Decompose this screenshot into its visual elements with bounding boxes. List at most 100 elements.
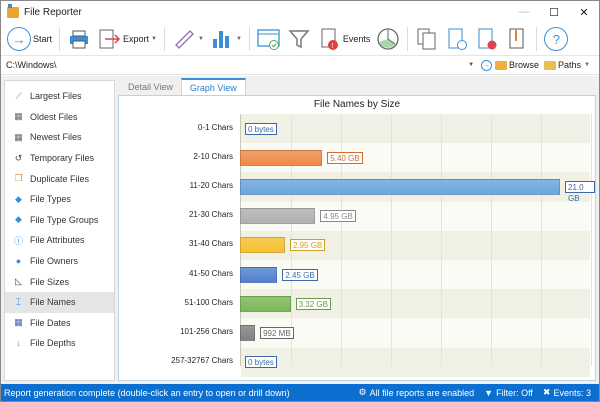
sidebar-item-largest-files[interactable]: ⟋ Largest Files: [5, 86, 114, 107]
print-button[interactable]: [65, 25, 93, 53]
sidebar-item-label: File Attributes: [30, 235, 85, 246]
sidebar-item-file-depths[interactable]: ↓ File Depths: [5, 333, 114, 354]
clock-icon: [376, 27, 400, 51]
y-axis-label: 11-20 Chars: [189, 181, 233, 190]
copy-button[interactable]: [413, 25, 441, 53]
sidebar-item-label: Newest Files: [30, 132, 82, 143]
filter-button[interactable]: [285, 25, 313, 53]
value-label: 21.0 GB: [565, 181, 595, 203]
close-button[interactable]: ✕: [579, 6, 589, 19]
sidebar-item-duplicate-files[interactable]: ❐ Duplicate Files: [5, 168, 114, 189]
events-icon: ✖: [542, 387, 551, 397]
chart-title: File Names by Size: [313, 99, 401, 110]
user-icon: ●: [15, 256, 22, 267]
bar[interactable]: [240, 266, 278, 283]
start-button[interactable]: → Start: [5, 25, 54, 53]
events-label: Events: [342, 34, 371, 44]
history-icon: ↺: [14, 152, 23, 163]
sidebar-item-label: Oldest Files: [30, 111, 78, 122]
bar[interactable]: [240, 208, 316, 225]
svg-text:!: !: [331, 43, 333, 50]
help-button[interactable]: ?: [542, 25, 570, 53]
bar[interactable]: [240, 149, 323, 166]
chart-dropdown[interactable]: ▼: [208, 25, 244, 53]
sidebar-item-file-names[interactable]: ⌶ File Names: [5, 291, 114, 313]
sidebar-item-newest-files[interactable]: ▦ Newest Files: [5, 127, 114, 148]
sidebar-item-file-type-groups[interactable]: ◆ File Type Groups: [5, 210, 114, 231]
events-button[interactable]: ! Events: [315, 25, 373, 53]
sidebar-item-label: Temporary Files: [30, 153, 95, 164]
schedule-button[interactable]: [374, 25, 402, 53]
tab-detail-view[interactable]: Detail View: [120, 78, 181, 95]
y-axis-label: 51-100 Chars: [184, 297, 233, 307]
y-axis-label: 101-256 Chars: [180, 327, 233, 336]
sidebar-item-file-attributes[interactable]: ⓘ File Attributes: [5, 230, 114, 251]
gear-icon: ⚙: [358, 387, 367, 397]
paths-button[interactable]: Paths ▼: [544, 60, 590, 70]
events-status[interactable]: ✖ Events: 3: [542, 387, 591, 398]
value-label: 992 MB: [260, 327, 294, 339]
ruler-icon: ⟋: [15, 90, 22, 101]
y-axis-label: 2-10 Chars: [193, 151, 233, 161]
rename-icon: ⌶: [15, 296, 22, 307]
delete-button[interactable]: [473, 25, 501, 53]
calendar-icon: ▦: [14, 317, 23, 328]
tab-graph-view[interactable]: Graph View: [180, 78, 246, 95]
value-label: 2.45 GB: [282, 268, 318, 281]
y-axis-label: 257-32767 Chars: [171, 356, 233, 366]
window-check-button[interactable]: [255, 25, 283, 53]
printer-icon: [67, 27, 91, 51]
measure-dropdown[interactable]: ▼: [170, 25, 206, 53]
sidebar-item-oldest-files[interactable]: ▦ Oldest Files: [5, 107, 114, 128]
sidebar-item-label: File Dates: [30, 317, 71, 328]
maximize-button[interactable]: ☐: [549, 6, 559, 19]
sidebar-item-label: File Names: [30, 297, 76, 308]
y-axis-label: 41-50 Chars: [188, 268, 233, 278]
app-icon: [7, 3, 19, 18]
y-axis-label: 31-40 Chars: [188, 239, 233, 249]
archive-button[interactable]: [503, 25, 531, 53]
funnel-icon: ▼: [484, 387, 494, 398]
path-dropdown-icon[interactable]: ▼: [468, 62, 475, 68]
value-label: 5.40 GB: [327, 151, 363, 164]
document-arrow-icon: [445, 27, 469, 51]
sidebar-item-label: Duplicate Files: [30, 173, 90, 184]
bar[interactable]: [240, 295, 291, 312]
copy-icon: [415, 27, 439, 51]
bar[interactable]: [240, 179, 560, 195]
bar-chart-icon: [210, 27, 234, 51]
y-axis-label: 0-1 Chars: [197, 122, 233, 132]
folder-icon: [495, 60, 508, 70]
value-label: 0 bytes: [245, 356, 277, 369]
sidebar-item-label: File Type Groups: [30, 214, 99, 225]
help-icon: ?: [544, 27, 569, 51]
zip-icon: [505, 27, 529, 51]
browse-button[interactable]: Browse: [495, 60, 539, 70]
bar[interactable]: [240, 325, 256, 341]
calendar-old-icon: ▦: [14, 111, 23, 122]
sidebar-item-file-owners[interactable]: ● File Owners: [5, 251, 114, 272]
reports-status[interactable]: ⚙ All file reports are enabled: [358, 387, 475, 398]
bar[interactable]: [240, 237, 285, 254]
arrow-right-circle-icon: →: [7, 27, 31, 51]
graph-panel: File Names by Size 0-1 Chars 0 bytes 2-10 …: [118, 95, 596, 381]
open-button[interactable]: [443, 25, 471, 53]
toolbar: → Start Export ▼ ▼ ▼ ! Events ?: [1, 23, 599, 55]
sidebar-item-file-types[interactable]: ◆ File Types: [5, 189, 114, 210]
filter-status[interactable]: ▼ Filter: Off: [484, 387, 533, 398]
status-bar: Report generation complete (double-click…: [1, 384, 599, 401]
info-icon: ⓘ: [13, 235, 23, 246]
path-input[interactable]: C:\Windows\: [6, 60, 57, 70]
funnel-icon: [287, 27, 311, 51]
go-button[interactable]: →: [481, 59, 493, 71]
y-axis-label: 21-30 Chars: [188, 210, 233, 220]
value-label: 3.32 GB: [295, 297, 331, 310]
sidebar-item-file-dates[interactable]: ▦ File Dates: [5, 313, 114, 334]
triangle-ruler-icon: ◺: [15, 276, 22, 287]
sidebar-item-file-sizes[interactable]: ◺ File Sizes: [5, 271, 114, 292]
calendar-new-icon: ▦: [14, 131, 23, 142]
document-error-icon: !: [317, 27, 341, 51]
minimize-button[interactable]: —: [518, 6, 530, 18]
export-button[interactable]: Export ▼: [95, 25, 159, 53]
sidebar-item-temporary-files[interactable]: ↺ Temporary Files: [5, 148, 114, 169]
